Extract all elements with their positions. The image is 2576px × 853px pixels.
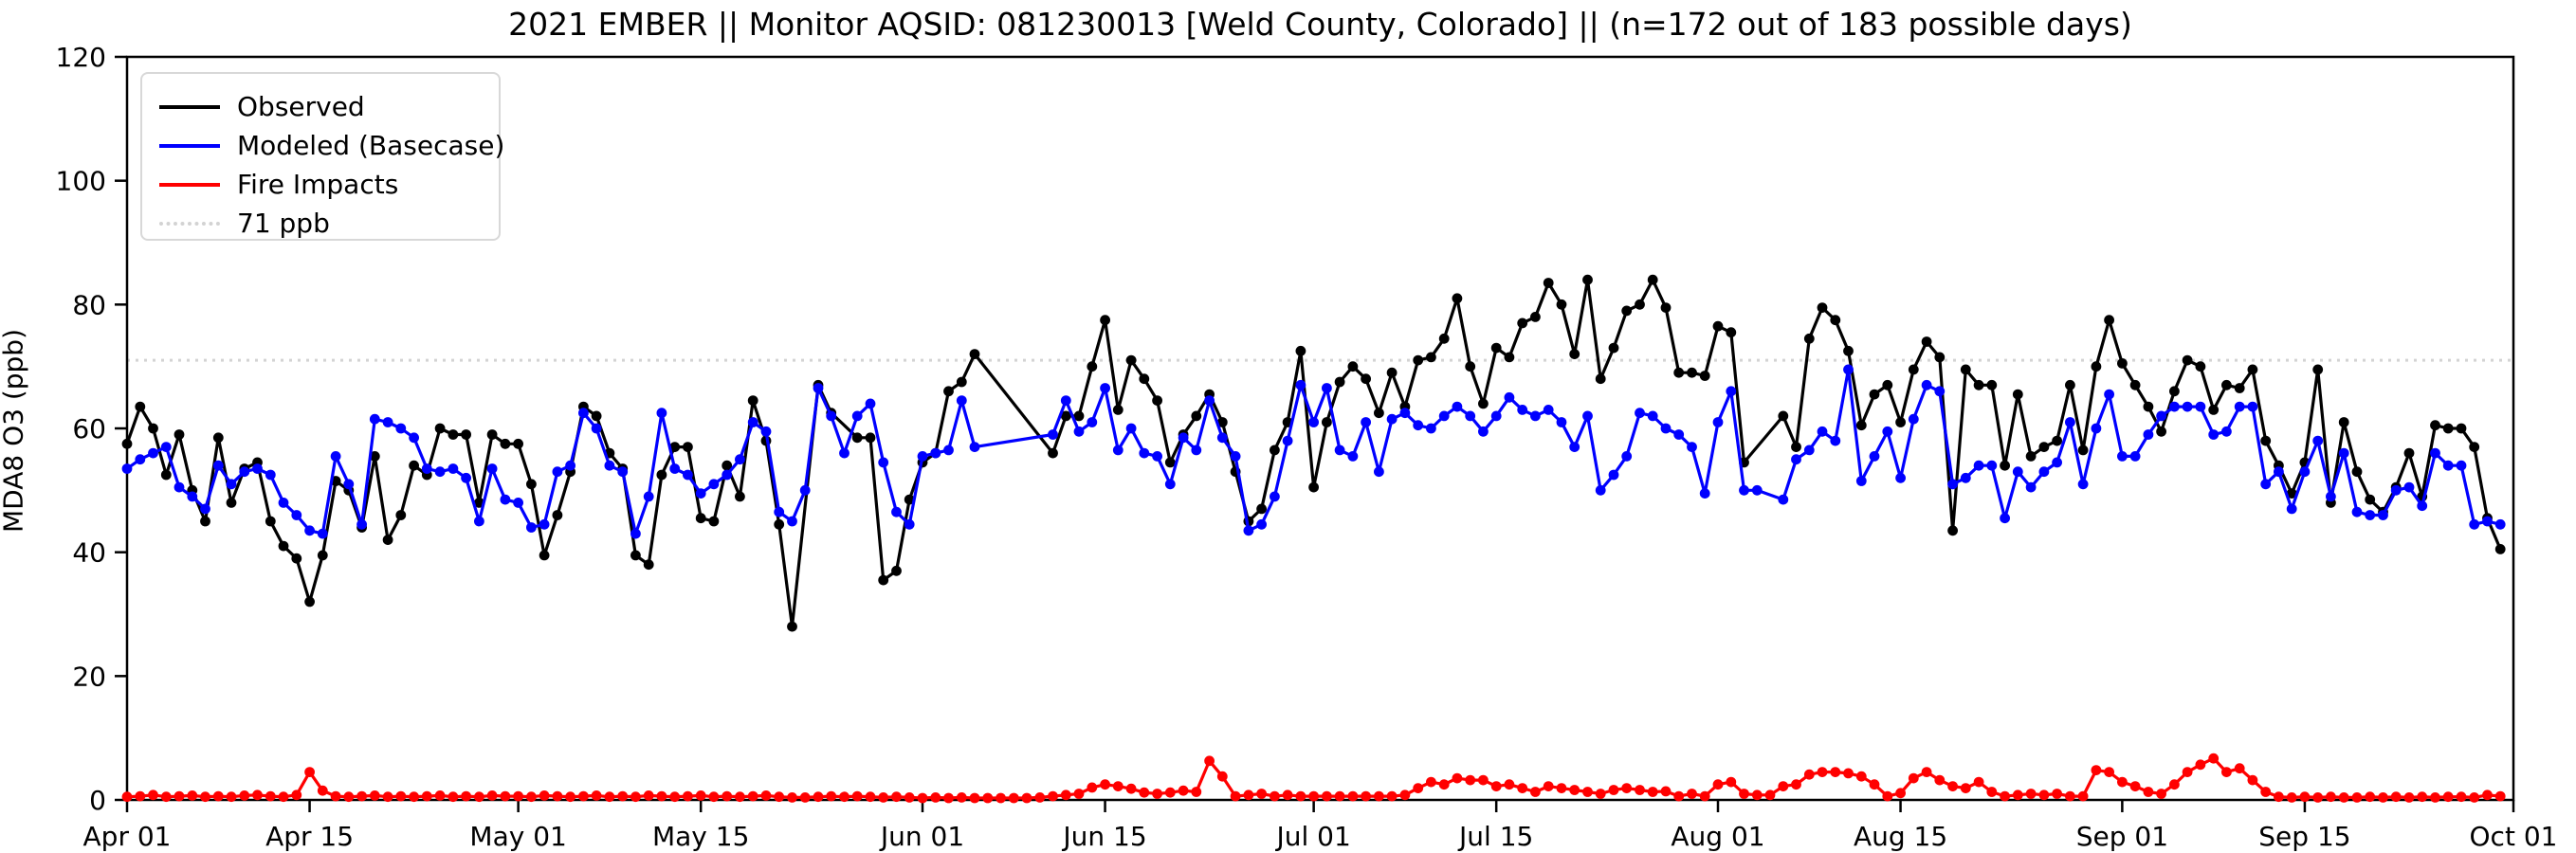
chart-title: 2021 EMBER || Monitor AQSID: 081230013 [… — [508, 6, 2132, 43]
svg-text:20: 20 — [72, 661, 106, 692]
svg-text:Aug 01: Aug 01 — [1671, 821, 1764, 852]
legend-label: Fire Impacts — [237, 169, 399, 200]
svg-text:Jun 01: Jun 01 — [879, 821, 964, 852]
legend-label: Observed — [237, 91, 365, 122]
svg-text:Sep 01: Sep 01 — [2076, 821, 2168, 852]
svg-text:Aug 15: Aug 15 — [1854, 821, 1947, 852]
svg-text:Oct 01: Oct 01 — [2470, 821, 2558, 852]
series-observed — [121, 274, 2506, 632]
threshold-line-swatch — [159, 221, 220, 226]
legend-item-modeled: Modeled (Basecase) — [159, 126, 504, 165]
series-modeled-basecase- — [121, 364, 2506, 539]
svg-text:Sep 15: Sep 15 — [2258, 821, 2350, 852]
x-axis-ticks: Apr 01 Apr 15 May 01 May 15 Jun 01 Jun 15 Jul … — [83, 800, 2558, 852]
svg-text:May 15: May 15 — [652, 821, 749, 852]
legend-label: 71 ppb — [237, 208, 330, 239]
svg-text:80: 80 — [72, 289, 106, 320]
legend-item-threshold: 71 ppb — [159, 204, 499, 243]
observed-line-swatch — [159, 104, 220, 109]
legend-item-fire: Fire Impacts — [159, 165, 499, 204]
svg-text:Apr 01: Apr 01 — [83, 821, 172, 852]
svg-text:60: 60 — [72, 413, 106, 445]
svg-text:Jun 15: Jun 15 — [1061, 821, 1146, 852]
y-axis-ticks: 0 20 40 60 80 100 120 — [56, 42, 127, 816]
svg-text:0: 0 — [89, 785, 106, 816]
svg-text:Jul 01: Jul 01 — [1274, 821, 1350, 852]
svg-text:120: 120 — [56, 42, 106, 73]
modeled-line-swatch — [159, 143, 220, 148]
legend: Observed Modeled (Basecase) Fire Impacts… — [140, 72, 504, 243]
svg-text:40: 40 — [72, 537, 106, 569]
svg-text:Jul 15: Jul 15 — [1457, 821, 1533, 852]
fire-line-swatch — [159, 182, 220, 187]
legend-item-observed: Observed — [159, 87, 499, 126]
svg-text:Apr 15: Apr 15 — [265, 821, 354, 852]
svg-text:May 01: May 01 — [469, 821, 566, 852]
series-fire-impacts — [121, 753, 2506, 804]
legend-label: Modeled (Basecase) — [237, 130, 505, 161]
svg-text:100: 100 — [56, 166, 106, 197]
